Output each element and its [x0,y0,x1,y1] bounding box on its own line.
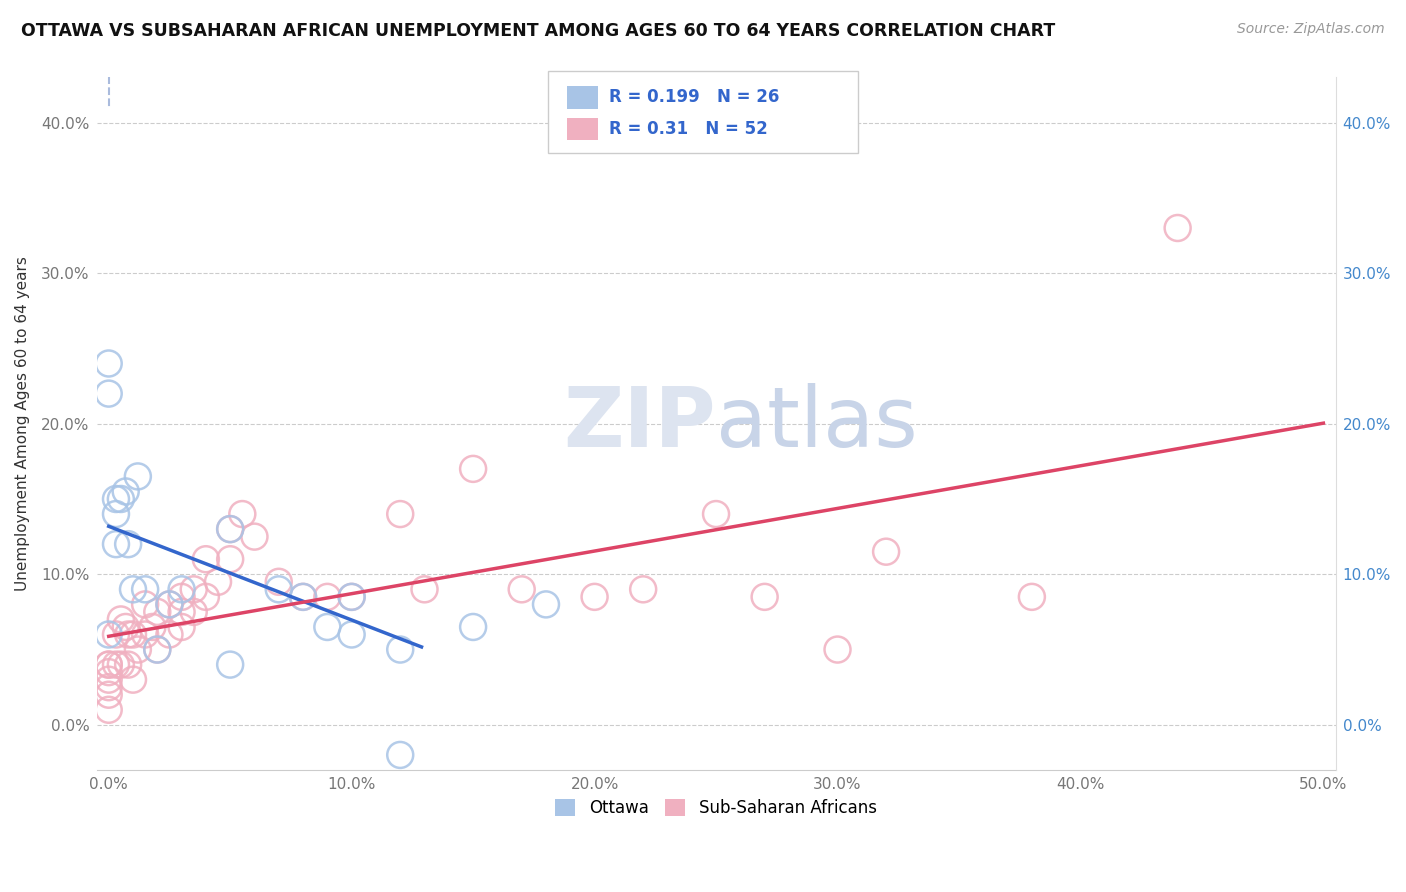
Point [413,582,436,597]
Point [219,657,242,672]
Point [316,590,339,604]
Point [754,590,776,604]
Point [219,522,242,536]
Point [389,642,412,657]
Point [875,544,897,558]
Point [97,688,120,702]
Point [97,627,120,641]
Point [146,642,169,657]
Point [1021,590,1043,604]
Point [104,657,127,672]
Point [117,657,139,672]
Point [127,469,149,483]
Point [141,620,163,634]
Point [389,747,412,762]
Point [97,657,120,672]
Point [219,552,242,566]
Point [170,590,193,604]
Point [1167,221,1189,235]
Point [243,530,266,544]
Point [122,673,145,687]
Point [114,484,136,499]
Point [231,507,253,521]
Point [104,627,127,641]
Point [97,680,120,694]
Point [97,386,120,401]
Point [194,552,217,566]
Point [207,574,229,589]
Point [159,598,181,612]
Point [97,657,120,672]
Point [292,590,315,604]
Point [183,582,205,597]
Point [340,627,363,641]
Text: R = 0.199   N = 26: R = 0.199 N = 26 [609,88,779,106]
Point [134,582,156,597]
Text: R = 0.31   N = 52: R = 0.31 N = 52 [609,120,768,138]
Point [104,507,127,521]
Point [104,537,127,551]
Point [146,605,169,619]
Point [170,582,193,597]
Point [461,620,484,634]
Point [631,582,654,597]
Point [97,357,120,371]
Point [316,620,339,634]
Text: atlas: atlas [716,384,918,464]
Point [340,590,363,604]
Point [827,642,849,657]
Point [170,620,193,634]
Point [97,665,120,680]
Point [110,612,132,626]
Point [159,598,181,612]
Text: ZIP: ZIP [564,384,716,464]
Point [134,598,156,612]
Point [510,582,533,597]
Point [292,590,315,604]
Point [267,574,290,589]
Point [534,598,557,612]
Point [127,642,149,657]
Point [110,491,132,506]
Point [194,590,217,604]
Point [461,462,484,476]
Point [159,627,181,641]
Point [170,605,193,619]
Point [97,673,120,687]
Point [583,590,606,604]
Text: OTTAWA VS SUBSAHARAN AFRICAN UNEMPLOYMENT AMONG AGES 60 TO 64 YEARS CORRELATION : OTTAWA VS SUBSAHARAN AFRICAN UNEMPLOYMEN… [21,22,1056,40]
Point [704,507,727,521]
Point [114,620,136,634]
Point [110,657,132,672]
Point [117,627,139,641]
Point [146,642,169,657]
Legend: Ottawa, Sub-Saharan Africans: Ottawa, Sub-Saharan Africans [548,792,883,824]
Point [122,582,145,597]
Y-axis label: Unemployment Among Ages 60 to 64 years: Unemployment Among Ages 60 to 64 years [15,256,30,591]
Text: Source: ZipAtlas.com: Source: ZipAtlas.com [1237,22,1385,37]
Point [219,522,242,536]
Point [134,627,156,641]
Point [389,507,412,521]
Point [117,537,139,551]
Point [122,627,145,641]
Point [97,703,120,717]
Point [340,590,363,604]
Point [183,605,205,619]
Point [104,491,127,506]
Point [267,582,290,597]
